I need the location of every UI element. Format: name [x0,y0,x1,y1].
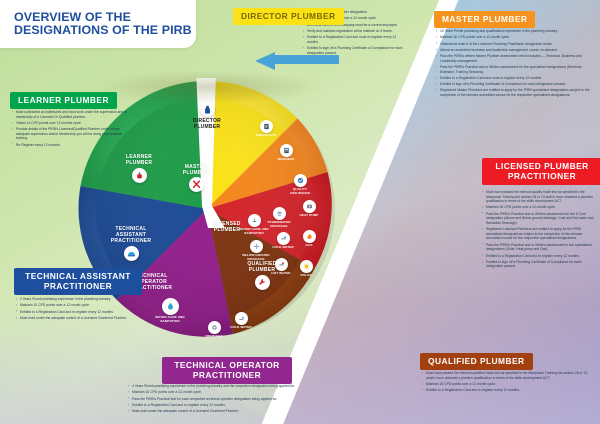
bullets-licensed-plumber-practitioner: Must have passed the relevant quality tr… [482,190,594,271]
gas-label: GAS [305,243,313,247]
list-item: Pass the PIRB's Practical and or Written… [436,65,594,74]
list-item: Attend an accredited business and leader… [436,48,594,53]
list-item: Must work under the adequate control of … [128,409,300,414]
drain-pipe-icon[interactable] [249,239,263,253]
calculator-icon[interactable] [279,143,293,157]
person-icon [199,102,215,117]
list-item: Obtained at least 6 of the Licensed Plum… [436,41,594,47]
wheel-label-learner-plumber[interactable]: LEARNER PLUMBER [125,154,153,167]
wheel-label-director-plumber[interactable]: DIRECTOR PLUMBER [192,118,222,131]
rain-cloud-icon[interactable] [272,206,286,220]
heat-pump-label: HEAT PUMP [299,213,319,217]
badge-licensed-plumber-practitioner[interactable]: LICENSED PLUMBER PRACTITIONER [482,158,600,185]
list-item: Entitled to a Registration Card and must… [436,76,594,81]
list-item: Entitled to a Registration Card and re-r… [128,403,300,408]
list-item: Maintain 10 CPD points over a 12-month c… [128,390,300,395]
wheel-label-qualified-plumber[interactable]: QUALIFIED PLUMBER [247,261,277,274]
badge-director-plumber[interactable]: DIRECTOR PLUMBER [233,8,344,25]
list-item: Pass the PIRB's Practical test for each … [128,396,300,402]
wheel-label-licensed-plumber[interactable]: LICENSED PLUMBER [213,221,241,234]
stormwater-label: STORMWATER DRAINAGE [267,220,291,228]
apprentice-icon [131,168,147,183]
below-ground-label: BELOW GROUND DRAINAGE [242,253,270,261]
wrench-icon [254,275,270,290]
contract-icon[interactable] [259,119,273,133]
list-item: Entitled to a Registration Card and re-r… [16,309,138,315]
cold-water-icon[interactable] [234,311,248,325]
list-item: Must work under the adequate control of … [16,316,138,321]
list-item: Registered Master Plumbers are entitled … [436,88,594,97]
list-item: Entitled to a Registration Card and must… [303,35,406,44]
list-item: Maintain 20 CPD points over a 12-month c… [482,205,594,210]
bullets-technical-operator-practitioner: 4 Years Plumb practising experience in t… [128,384,300,415]
wheel-label-master-plumber[interactable]: MASTER PLUMBER [182,164,210,177]
list-item: Re-Register every 12 months. [12,142,134,148]
wheel-label-technical-assistant-practitioner[interactable]: TECHNICAL ASSISTANT PRACTITIONER [110,226,152,245]
badge-technical-operator-practitioner[interactable]: TECHNICAL OPERATOR PRACTITIONER [162,357,292,384]
progression-arrow [255,52,339,70]
tools-icon [188,177,204,192]
cold-water-label: COLD WATER [272,245,294,249]
list-item: Entitled to a Registration Card and re-r… [422,388,588,393]
wheel-shadow [90,70,326,104]
water-care-label: WATER CARE AND SANITATION [239,227,269,235]
contract-label: CONTRACTS [255,133,277,137]
heat-pump-icon[interactable] [302,199,316,213]
operator-cold-water-label: COLD WATER [230,325,252,329]
list-item: Entitled to sign off a Plumbing Certific… [303,46,406,55]
drainage-label: DRAINAGE [205,334,223,338]
page-title-line-2: DESIGNATIONS OF THE PIRB [14,23,192,37]
list-item: 2 Years Plumb practising experience in t… [16,297,138,302]
badge-technical-assistant-practitioner[interactable]: TECHNICAL ASSISTANT PRACTITIONER [14,268,142,295]
helmet-icon [123,246,139,261]
check-badge-icon[interactable] [293,173,307,187]
list-item: Must have passed the relevant qualified … [422,371,588,380]
badge-learner-plumber[interactable]: LEARNER PLUMBER [10,92,117,109]
drain-icon[interactable] [207,320,221,334]
bullets-master-plumber: 10 Years Plumb practising and qualificat… [436,29,594,99]
tap-icon[interactable] [247,213,261,227]
cold-tap-icon[interactable] [276,231,290,245]
list-item: Must have passed the relevant quality tr… [482,190,594,204]
badge-master-plumber[interactable]: MASTER PLUMBER [434,11,536,28]
list-item: Maintain 10 CPD points over a 12-month c… [16,303,138,308]
list-item: Must contracted an indentured and must w… [12,110,134,119]
sun-icon[interactable] [299,259,313,273]
list-item: Entitled to sign off a Plumbing Certific… [482,260,594,269]
badge-qualified-plumber[interactable]: QUALIFIED PLUMBER [420,353,533,370]
hot-water-label: HOT WATER [271,271,291,275]
hot-tap-icon[interactable] [274,257,288,271]
page-title-line-1: OVERVIEW OF THE [14,9,131,24]
list-item: Provide details of the PIRB's Licensed/Q… [12,127,134,141]
water-drop-icon[interactable] [161,297,179,315]
bullets-learner-plumber: Must contracted an indentured and must w… [12,110,134,149]
list-item: 4 Years Plumb practising experience in t… [128,384,300,389]
list-item: Pass the PIRB's Practical and or Written… [482,242,594,252]
list-item: Registered Licensed Plumbers are entitle… [482,227,594,241]
business-label: BUSINESS [277,157,295,161]
list-item: Maintain 20 CPD points over a 12-month c… [422,382,588,387]
list-item: Verify and maintain registration at the … [303,29,406,34]
wheel-label-technical-operator-practitioner[interactable]: TECHNICAL OPERATOR PRACTITIONER [131,273,173,292]
title-card: OVERVIEW OF THE DESIGNATIONS OF THE PIRB [0,0,196,48]
page-title: OVERVIEW OF THE DESIGNATIONS OF THE PIRB [14,9,192,38]
list-item: Pass the PIRB's written Master Plumber a… [436,54,594,63]
list-item: 10 Years Plumb practising and qualificat… [436,29,594,34]
list-item: Entitled to a Registration Card and re-r… [482,253,594,259]
bullets-qualified-plumber: Must have passed the relevant qualified … [422,371,588,394]
solar-label: SOLAR [300,273,312,277]
quality-assurance-label: QUALITY ASSURANCE [289,187,311,195]
list-item: Maintain 30 CPD points over a 12-month c… [436,35,594,40]
list-item: Pass the PIRB's Practical and or Written… [482,211,594,226]
flame-icon[interactable] [302,229,316,243]
list-item: Entitled to sign off a Plumbing Certific… [436,82,594,87]
bullets-technical-assistant-practitioner: 2 Years Plumb practising experience in t… [16,297,138,322]
list-item: Obtain 10 CPD points over 12 months cycl… [12,121,134,126]
water-care-sanitation-label: WATER CARE AND SANITATION [155,315,185,323]
